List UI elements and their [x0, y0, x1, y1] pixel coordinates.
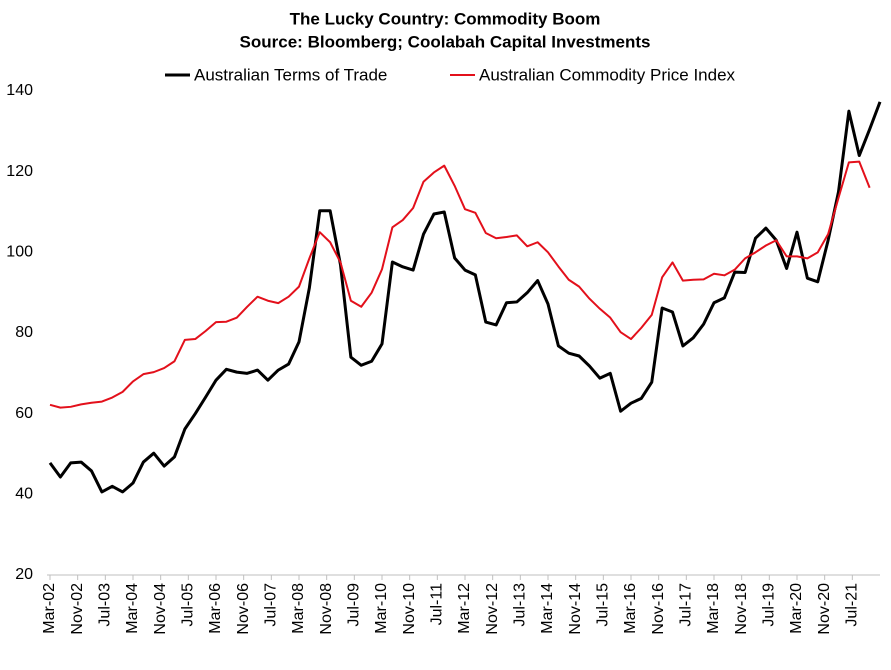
x-tick-label: Mar-16	[622, 583, 639, 634]
x-tick-label: Jul-21	[844, 583, 861, 627]
y-tick-label: 100	[6, 244, 33, 261]
legend-label: Australian Terms of Trade	[194, 65, 387, 84]
x-tick-label: Mar-02	[41, 583, 58, 634]
y-tick-label: 140	[6, 82, 33, 99]
x-tick-label: Mar-06	[207, 583, 224, 634]
x-tick-label: Jul-05	[180, 583, 197, 627]
x-tick-label: Jul-17	[678, 583, 695, 627]
x-tick-label: Mar-18	[705, 583, 722, 634]
x-tick-label: Jul-15	[595, 583, 612, 627]
x-tick-label: Mar-08	[290, 583, 307, 634]
x-tick-label: Nov-02	[69, 583, 86, 635]
x-tick-label: Nov-12	[484, 583, 501, 635]
x-tick-label: Nov-06	[235, 583, 252, 635]
series-line	[49, 160, 871, 409]
x-tick-label: Nov-16	[650, 583, 667, 635]
x-tick-label: Mar-20	[788, 583, 805, 634]
series-line	[48, 101, 882, 494]
x-tick-label: Nov-14	[567, 583, 584, 635]
y-tick-label: 120	[6, 163, 33, 180]
x-tick-label: Mar-04	[124, 583, 141, 634]
x-tick-label: Mar-12	[456, 583, 473, 634]
x-tick-label: Nov-20	[816, 583, 833, 635]
x-tick-label: Jul-03	[97, 583, 114, 627]
x-tick-label: Jul-07	[263, 583, 280, 627]
x-tick-label: Nov-04	[152, 583, 169, 635]
y-tick-label: 80	[15, 324, 33, 341]
legend-label: Australian Commodity Price Index	[479, 65, 736, 84]
x-tick-label: Jul-09	[346, 583, 363, 627]
chart-title: The Lucky Country: Commodity Boom	[290, 9, 601, 28]
x-tick-label: Nov-10	[401, 583, 418, 635]
chart-subtitle: Source: Bloomberg; Coolabah Capital Inve…	[240, 32, 651, 51]
y-tick-label: 60	[15, 405, 33, 422]
x-tick-label: Jul-19	[761, 583, 778, 627]
x-tick-label: Mar-10	[373, 583, 390, 634]
x-tick-label: Mar-14	[539, 583, 556, 634]
x-tick-label: Nov-08	[318, 583, 335, 635]
x-tick-label: Jul-11	[429, 583, 446, 625]
x-tick-label: Jul-13	[512, 583, 529, 627]
x-tick-label: Nov-18	[733, 583, 750, 635]
y-tick-label: 20	[15, 566, 33, 583]
y-tick-label: 40	[15, 486, 33, 503]
